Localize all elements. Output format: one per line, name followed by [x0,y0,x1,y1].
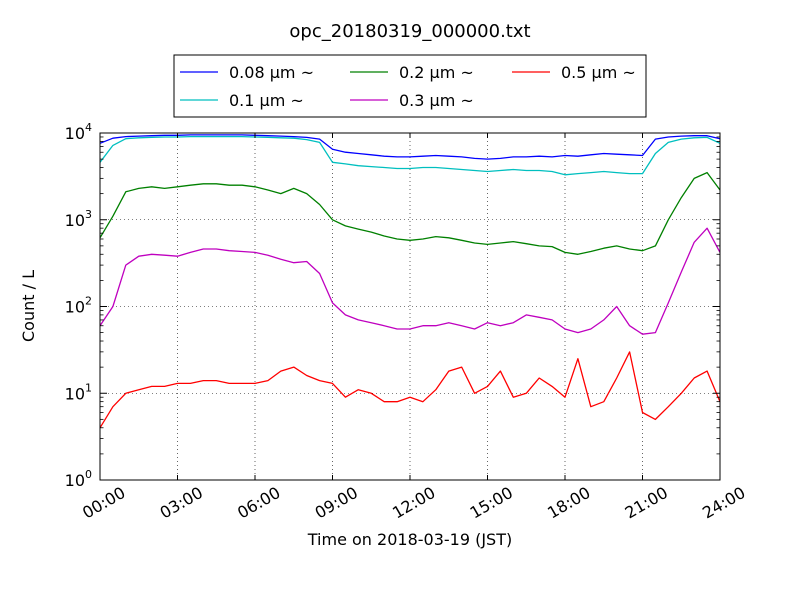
series-line-0 [99,134,721,160]
legend: 0.08 μm ~ 0.1 μm ~ 0.2 μm ~ 0.3 μm ~ 0.5 μm … [173,54,647,118]
y-tick-label: 100 [65,468,92,490]
series-lines [99,134,721,429]
x-axis-label: Time on 2018-03-19 (JST) [307,530,512,549]
y-axis-label: Count / L [19,270,38,342]
x-tick-label: 03:00 [157,483,206,523]
x-tick-labels: 00:00 03:00 06:00 09:00 12:00 15:00 18:00 21:00… [79,483,748,523]
legend-label: 0.08 μm ~ [229,63,314,82]
axis-ticks [99,132,721,481]
y-tick-base: 10 [65,211,85,230]
series-line-2 [99,171,721,255]
y-tick-label: 101 [65,381,92,403]
x-tick-label: 09:00 [312,483,361,523]
legend-label: 0.5 μm ~ [561,63,636,82]
y-tick-label: 102 [65,295,92,317]
series-line-4 [99,351,721,429]
legend-box [173,54,647,118]
legend-label: 0.1 μm ~ [229,91,304,110]
y-tick-base: 10 [65,124,85,143]
series-line-1 [99,135,721,176]
y-tick-base: 10 [65,298,85,317]
y-tick-label: 104 [65,121,92,143]
chart-title: opc_20180319_000000.txt [289,21,530,42]
legend-label: 0.3 μm ~ [399,91,474,110]
y-tick-exponent: 1 [85,381,92,394]
y-tick-base: 10 [65,384,85,403]
series-line-3 [99,227,721,335]
legend-label: 0.2 μm ~ [399,63,474,82]
x-tick-label: 21:00 [622,483,671,523]
x-tick-label: 00:00 [79,483,128,523]
y-tick-exponent: 0 [85,468,92,481]
x-tick-label: 12:00 [389,483,438,523]
x-tick-label: 24:00 [699,483,748,523]
y-tick-exponent: 2 [85,295,92,308]
y-tick-exponent: 3 [85,208,92,221]
x-tick-label: 18:00 [544,483,593,523]
y-tick-exponent: 4 [85,121,92,134]
x-tick-label: 15:00 [467,483,516,523]
x-tick-label: 06:00 [234,483,283,523]
y-tick-label: 103 [65,208,92,230]
y-tick-base: 10 [65,471,85,490]
